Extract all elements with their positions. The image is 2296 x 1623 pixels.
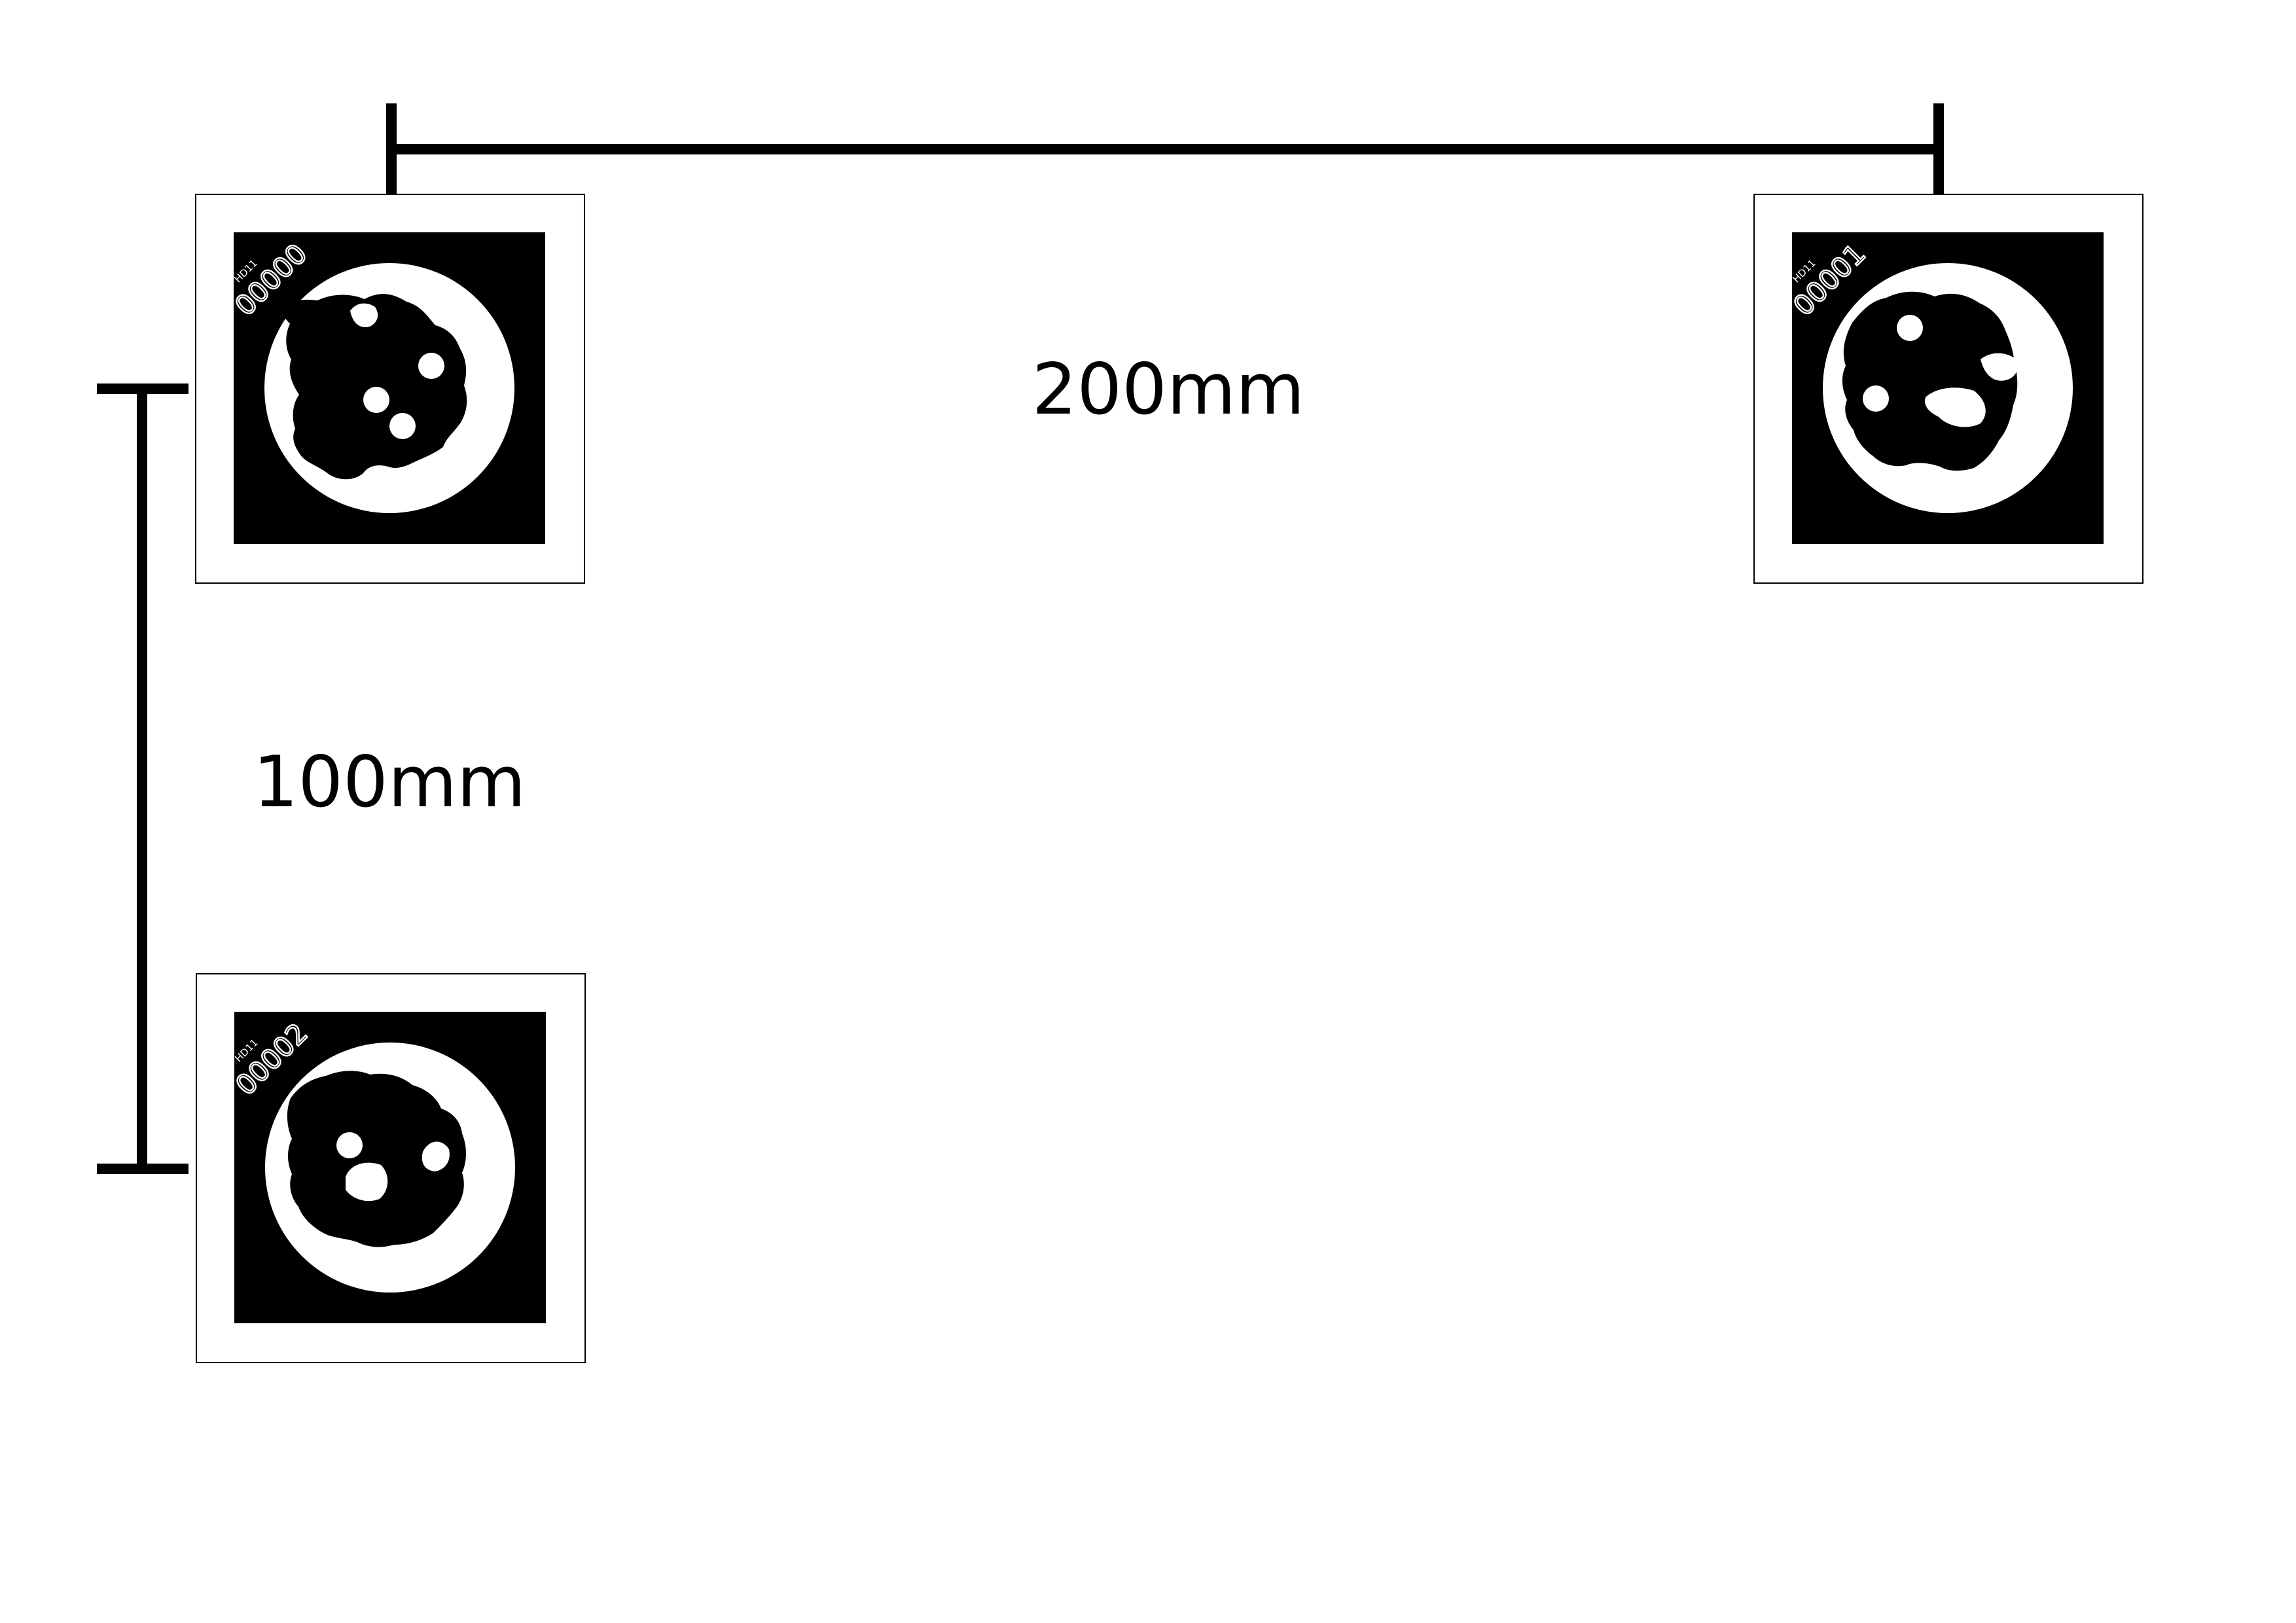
marker-dot [363, 387, 389, 413]
marker-tile-00002: 00002 HD11 [196, 973, 586, 1363]
vertical-dimension-label: 100mm [253, 741, 526, 823]
horizontal-dimension [386, 103, 1944, 194]
marker-dot [418, 353, 444, 379]
marker-notch [422, 1141, 450, 1171]
marker-dot [1863, 385, 1889, 412]
marker-pattern [287, 1071, 466, 1247]
marker-dot [336, 1132, 363, 1158]
marker-notch [350, 303, 378, 327]
marker-tile-00001: 00001 HD11 [1753, 194, 2144, 584]
marker-dot [389, 413, 416, 439]
vertical-dimension [97, 383, 188, 1174]
marker-dot [1897, 315, 1923, 341]
horizontal-dimension-label: 200mm [1032, 349, 1305, 431]
marker-notch [346, 1162, 388, 1202]
marker-pattern [1842, 291, 2018, 471]
marker-notch [1981, 353, 2018, 381]
marker-pattern [279, 294, 467, 480]
marker-tile-00000: 00000 HD11 [195, 194, 585, 584]
marker-notch [1924, 387, 1986, 427]
